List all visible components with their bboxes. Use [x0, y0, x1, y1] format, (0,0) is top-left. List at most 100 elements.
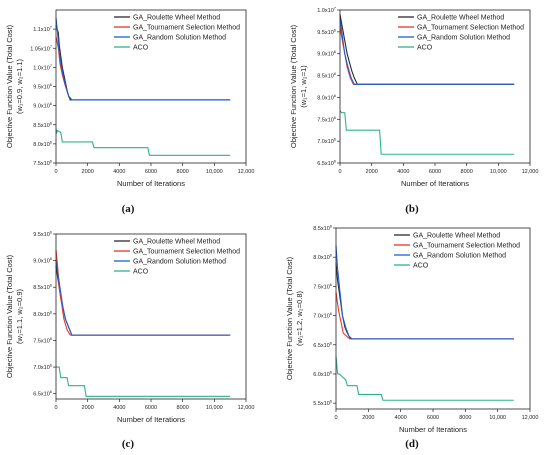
y-tick-exponent: 6: [330, 311, 333, 316]
x-axis-label: Number of Iterations: [399, 425, 467, 434]
series-line-1: [335, 262, 514, 340]
plot-frame: [339, 9, 531, 164]
panel-label: (b): [405, 203, 419, 215]
y-tick-mantissa: 7.5x10: [33, 338, 50, 344]
y-tick-mantissa: 6.5x10: [317, 161, 334, 167]
y-tick-exponent: 6: [50, 256, 53, 261]
legend-label: ACO: [413, 263, 429, 270]
x-tick-label: 10,000: [490, 169, 507, 175]
x-tick-label: 12,000: [238, 405, 255, 411]
y-tick-label: 8.0x106: [317, 93, 337, 102]
y-tick-label: 1.0x107: [33, 63, 53, 72]
x-tick-label: 12,000: [522, 169, 539, 175]
series-line-2: [339, 27, 515, 85]
y-axis-label: Objective Function Value (Total Cost): [289, 24, 298, 148]
y-tick-mantissa: 7.5x10: [33, 161, 50, 167]
series-line-3: [55, 17, 231, 101]
x-tick-label: 10,000: [206, 405, 223, 411]
y-tick-label: 1.0x107: [317, 6, 337, 15]
y-tick-exponent: 6: [334, 71, 337, 76]
y-tick-mantissa: 9.5x10: [33, 232, 50, 238]
y-tick-label: 8.5x106: [317, 71, 337, 80]
y-axis-label: Objective Function Value (Total Cost): [5, 24, 14, 148]
y-tick-exponent: 6: [334, 159, 337, 164]
y-tick-mantissa: 8.0x10: [317, 95, 334, 101]
legend-label: GA_Random Solution Method: [413, 253, 506, 260]
y-tick-mantissa: 9.0x10: [33, 104, 50, 110]
y-tick-label: 9.0x106: [33, 256, 53, 265]
legend-label: GA_Random Solution Method: [133, 259, 226, 266]
x-tick-label: 12,000: [238, 169, 255, 175]
legend-label: ACO: [133, 269, 149, 276]
y-tick-label: 6.0x106: [313, 369, 333, 378]
legend-label: GA_Roulette Wheel Method: [417, 15, 504, 22]
x-tick-label: 6000: [145, 405, 157, 411]
y-tick-label: 8.0x106: [313, 253, 333, 262]
y-tick-mantissa: 8.5x10: [317, 74, 334, 80]
y-tick-mantissa: 7.0x10: [317, 139, 334, 145]
y-tick-exponent: 6: [50, 120, 53, 125]
y-tick-label: 7.5x106: [33, 336, 53, 345]
x-tick-label: 2000: [82, 169, 94, 175]
series-line-2: [335, 292, 514, 340]
y-tick-label: 9.5x106: [33, 82, 53, 91]
y-tick-exponent: 6: [334, 93, 337, 98]
y-tick-exponent: 6: [330, 369, 333, 374]
x-tick-label: 2000: [82, 405, 94, 411]
series-line-4: [335, 356, 514, 401]
y-tick-mantissa: 7.0x10: [313, 314, 330, 320]
y-tick-mantissa: 6.0x10: [313, 372, 330, 378]
legend-label: GA_Roulette Wheel Method: [413, 233, 500, 240]
x-tick-label: 8000: [461, 169, 473, 175]
y-tick-mantissa: 6.5x10: [313, 343, 330, 349]
series-line-3: [335, 245, 514, 340]
y-tick-label: 9.5x106: [317, 27, 337, 36]
y-tick-mantissa: 7.0x10: [33, 365, 50, 371]
y-tick-exponent: 7: [50, 44, 53, 49]
x-tick-label: 6000: [145, 169, 157, 175]
y-axis-sublabel: (w₁=1, w₂=1): [299, 65, 308, 108]
plot-frame: [55, 9, 247, 164]
legend-label: GA_Tournament Selection Method: [133, 25, 240, 32]
x-tick-label: 12,000: [522, 415, 539, 421]
series-line-4: [55, 128, 231, 156]
legend-label: GA_Tournament Selection Method: [417, 25, 524, 32]
y-tick-exponent: 6: [330, 282, 333, 287]
y-tick-label: 8.5x106: [313, 224, 333, 233]
chart-panel-4: 0 2000 4000 6000 8000 10,000 12,0005.5x1066.0x…: [285, 224, 538, 451]
y-tick-label: 7.0x106: [313, 311, 333, 320]
y-tick-exponent: 6: [334, 115, 337, 120]
y-tick-exponent: 6: [334, 49, 337, 54]
legend-label: GA_Tournament Selection Method: [133, 249, 240, 256]
series-line-4: [56, 366, 231, 397]
legend-label: ACO: [417, 45, 433, 52]
legend-label: ACO: [133, 45, 149, 52]
y-axis-label: Objective Function Value (Total Cost): [5, 254, 14, 378]
x-tick-label: 8000: [459, 415, 471, 421]
y-tick-mantissa: 1.0x10: [317, 8, 334, 14]
x-tick-label: 4000: [395, 415, 407, 421]
legend-label: GA_Random Solution Method: [133, 35, 226, 42]
series-line-3: [55, 260, 231, 336]
x-tick-label: 0: [54, 169, 57, 175]
y-tick-label: 6.5x106: [313, 340, 333, 349]
y-axis-sublabel: (w₁=1.2, w₂=0.8): [295, 290, 304, 346]
y-tick-label: 7.0x106: [317, 137, 337, 146]
legend-label: GA_Roulette Wheel Method: [133, 239, 220, 246]
y-tick-exponent: 6: [50, 363, 53, 368]
x-tick-label: 0: [54, 405, 57, 411]
x-tick-label: 6000: [429, 169, 441, 175]
chart-panel-3: 0 2000 4000 6000 8000 10,000 12,0006.5x1067.0x…: [5, 230, 254, 451]
y-tick-exponent: 6: [330, 253, 333, 258]
series-line-4: [339, 110, 515, 155]
x-tick-label: 8000: [177, 169, 189, 175]
legend-label: GA_Roulette Wheel Method: [133, 15, 220, 22]
x-tick-label: 6000: [427, 415, 439, 421]
x-tick-label: 0: [334, 415, 337, 421]
x-tick-label: 2000: [366, 169, 378, 175]
y-tick-exponent: 6: [50, 159, 53, 164]
y-tick-mantissa: 9.5x10: [317, 30, 334, 36]
y-tick-label: 6.5x106: [317, 159, 337, 168]
x-tick-label: 8000: [177, 405, 189, 411]
